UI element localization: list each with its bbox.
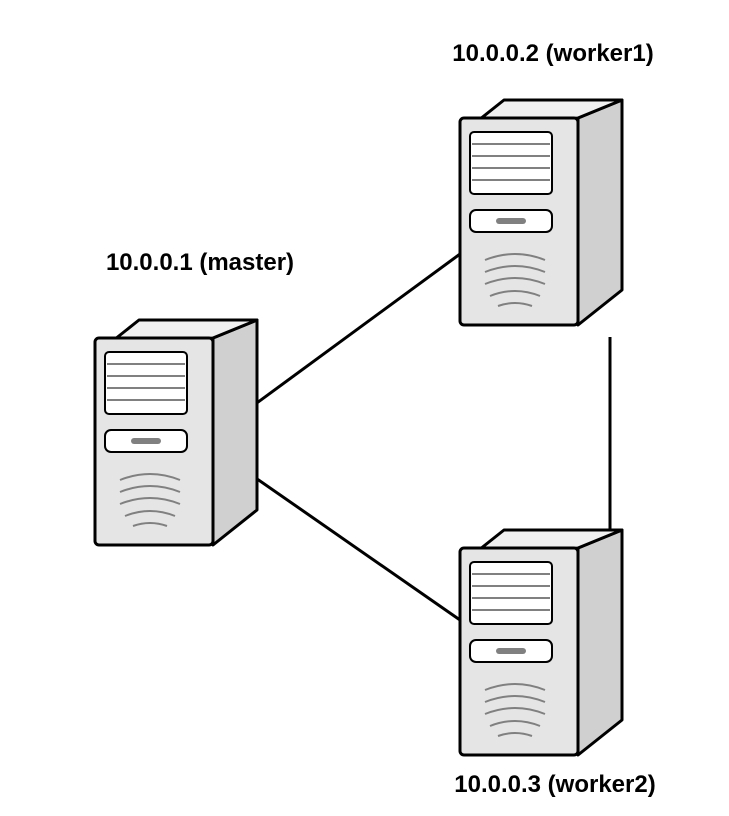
- nodes-layer: [95, 100, 622, 755]
- server-worker1: [460, 100, 622, 325]
- server-worker2: [460, 530, 622, 755]
- server-master: [95, 320, 257, 545]
- label-worker1: 10.0.0.2 (worker1): [452, 40, 653, 67]
- label-worker2: 10.0.0.3 (worker2): [454, 771, 655, 798]
- edge-master-worker2: [250, 474, 460, 620]
- edge-master-worker1: [250, 254, 460, 408]
- label-master: 10.0.0.1 (master): [106, 249, 294, 276]
- network-diagram: 10.0.0.1 (master) 10.0.0.2 (worker1) 10.0.…: [0, 0, 729, 816]
